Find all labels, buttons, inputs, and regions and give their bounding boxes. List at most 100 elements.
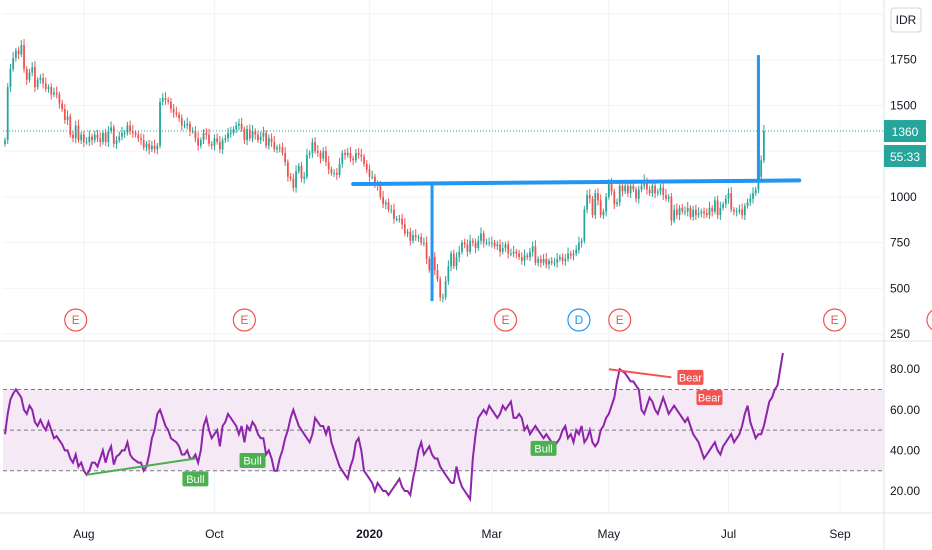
earnings-marker[interactable]: E: [822, 308, 847, 332]
candle[interactable]: [616, 198, 618, 207]
candle[interactable]: [526, 252, 529, 260]
candle[interactable]: [23, 39, 25, 73]
candle[interactable]: [314, 137, 316, 154]
candle[interactable]: [711, 205, 714, 217]
candle[interactable]: [678, 205, 681, 221]
candle[interactable]: [330, 166, 333, 176]
candle[interactable]: [140, 133, 142, 146]
candle[interactable]: [390, 204, 393, 214]
candle[interactable]: [357, 148, 360, 159]
candle[interactable]: [341, 150, 344, 168]
candle[interactable]: [284, 146, 287, 166]
candle[interactable]: [278, 143, 281, 153]
candle[interactable]: [496, 240, 499, 251]
candle[interactable]: [743, 203, 746, 221]
candle[interactable]: [327, 156, 330, 175]
candlestick-series[interactable]: [4, 39, 765, 303]
candle[interactable]: [382, 190, 384, 209]
candle[interactable]: [91, 133, 93, 146]
candle[interactable]: [733, 206, 735, 216]
candle[interactable]: [694, 204, 697, 221]
candle[interactable]: [371, 170, 374, 180]
candle[interactable]: [515, 248, 518, 259]
candle[interactable]: [648, 185, 651, 196]
candle[interactable]: [485, 238, 488, 246]
candle[interactable]: [368, 164, 371, 182]
candle[interactable]: [602, 208, 605, 219]
candle[interactable]: [159, 97, 161, 149]
candle[interactable]: [107, 126, 110, 147]
candle[interactable]: [537, 256, 540, 267]
candle[interactable]: [110, 121, 112, 134]
earnings-marker[interactable]: E: [926, 309, 932, 331]
candle[interactable]: [186, 117, 189, 130]
candle[interactable]: [548, 258, 550, 270]
candle[interactable]: [189, 120, 191, 136]
candle[interactable]: [349, 146, 352, 163]
candle[interactable]: [480, 227, 482, 245]
candle[interactable]: [588, 188, 591, 204]
candle[interactable]: [458, 245, 461, 263]
candle[interactable]: [597, 188, 599, 206]
candle[interactable]: [85, 137, 88, 145]
candle[interactable]: [319, 150, 322, 164]
candle[interactable]: [659, 183, 662, 196]
candle[interactable]: [594, 189, 597, 219]
candle[interactable]: [387, 198, 390, 213]
candle[interactable]: [286, 159, 289, 182]
candle[interactable]: [705, 208, 708, 218]
candle[interactable]: [259, 131, 262, 145]
candle[interactable]: [724, 194, 727, 209]
candle[interactable]: [507, 240, 510, 259]
candle[interactable]: [545, 252, 548, 269]
candle[interactable]: [300, 161, 303, 183]
candle[interactable]: [88, 130, 91, 146]
candle[interactable]: [191, 127, 194, 134]
candle[interactable]: [281, 142, 284, 156]
candle[interactable]: [292, 173, 295, 192]
candle[interactable]: [183, 120, 186, 129]
candle[interactable]: [354, 149, 357, 164]
candle[interactable]: [463, 238, 466, 249]
candle[interactable]: [102, 130, 104, 145]
candle[interactable]: [142, 134, 145, 151]
candle[interactable]: [344, 149, 346, 160]
candle[interactable]: [267, 134, 270, 150]
candle[interactable]: [539, 255, 542, 268]
candle[interactable]: [221, 137, 224, 155]
dividend-marker[interactable]: D: [567, 308, 591, 332]
candle[interactable]: [216, 133, 219, 145]
candle[interactable]: [50, 83, 53, 100]
candle[interactable]: [591, 195, 594, 218]
candle[interactable]: [488, 237, 491, 247]
candle[interactable]: [518, 249, 520, 260]
candle[interactable]: [265, 130, 268, 149]
candle[interactable]: [746, 198, 749, 209]
candle[interactable]: [39, 74, 42, 84]
candle[interactable]: [510, 248, 512, 257]
candle[interactable]: [401, 213, 404, 230]
candle[interactable]: [569, 250, 572, 260]
candle[interactable]: [384, 199, 387, 210]
candle[interactable]: [474, 238, 477, 253]
rsi-indicator-line[interactable]: [4, 352, 784, 503]
candle[interactable]: [80, 131, 83, 145]
candle[interactable]: [137, 130, 140, 143]
candle[interactable]: [529, 247, 531, 262]
candle[interactable]: [504, 241, 507, 252]
candle[interactable]: [471, 237, 474, 247]
candle[interactable]: [477, 235, 480, 251]
candle[interactable]: [575, 244, 578, 257]
candle[interactable]: [53, 87, 55, 98]
candle[interactable]: [306, 148, 308, 180]
candle[interactable]: [93, 130, 96, 143]
rsi-line[interactable]: [4, 352, 784, 503]
candle[interactable]: [172, 104, 175, 118]
candle[interactable]: [556, 252, 559, 268]
candle[interactable]: [129, 120, 132, 135]
candle[interactable]: [208, 128, 210, 147]
candle[interactable]: [240, 117, 243, 132]
candle[interactable]: [167, 97, 170, 105]
candle[interactable]: [714, 196, 716, 215]
